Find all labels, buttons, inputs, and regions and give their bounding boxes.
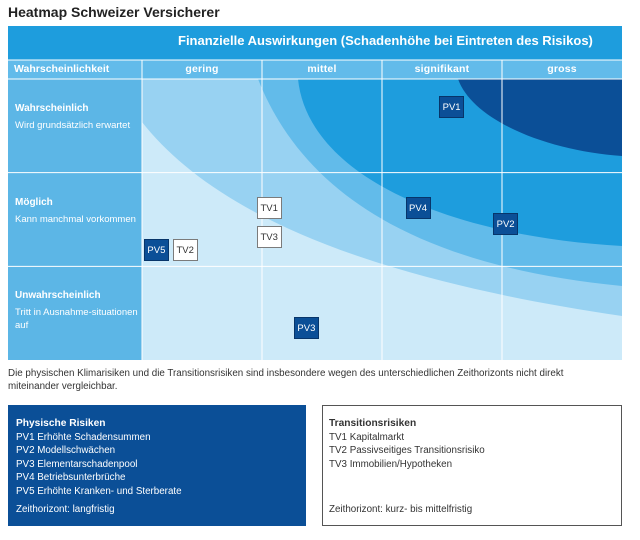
- legend-item: PV2 Modellschwächen: [16, 445, 116, 456]
- risk-marker-tv3: TV3: [256, 226, 282, 249]
- legend-title: Transitionsrisiken: [329, 418, 417, 429]
- legend-title: Physische Risiken: [16, 418, 106, 429]
- risk-marker-pv1: PV1: [439, 96, 465, 119]
- legend-item: PV1 Erhöhte Schadensummen: [16, 431, 151, 443]
- legend-transition-risks: Transitionsrisiken TV1 Kapitalmarkt TV2 …: [322, 405, 622, 526]
- row-title: Unwahrscheinlich: [15, 290, 101, 302]
- row-title: Wahrscheinlich: [15, 103, 89, 114]
- x-tick-label: mittel: [307, 63, 337, 75]
- legend-horizon: Zeithorizont: langfristig: [16, 503, 115, 515]
- x-tick-label: gering: [185, 63, 219, 75]
- heatmap-chart: Finanzielle Auswirkungen (Schadenhöhe be…: [8, 26, 622, 360]
- row-label-column: [8, 79, 142, 360]
- x-tick-label: signifikant: [414, 63, 470, 75]
- row-subtitle: Kann manchmal vorkommen: [15, 213, 136, 225]
- risk-marker-pv3: PV3: [293, 317, 319, 340]
- legend-physical-risks: Physische Risiken PV1 Erhöhte Schadensum…: [8, 405, 306, 526]
- risk-marker-pv2: PV2: [493, 213, 519, 236]
- y-tick-label: Wahrscheinlich Wird grundsätzlich erwart…: [15, 103, 143, 132]
- risk-marker-pv4: PV4: [405, 197, 431, 220]
- legend-item: TV1 Kapitalmarkt: [329, 431, 405, 443]
- row-subtitle: Wird grundsätzlich erwartet: [15, 120, 131, 131]
- row-title: Möglich: [15, 196, 53, 208]
- chart-note: Die physischen Klimarisiken und die Tran…: [8, 368, 564, 392]
- risk-marker-pv5: PV5: [143, 239, 169, 262]
- legend-horizon: Zeithorizont: kurz- bis mittelfristig: [329, 503, 473, 515]
- legend-item: PV4 Betriebsunterbrüche: [16, 472, 126, 483]
- y-tick-label: Unwahrscheinlich Tritt in Ausnahme-situa…: [15, 290, 143, 332]
- legend-item: PV5 Erhöhte Kranken- und Sterberate: [16, 485, 182, 497]
- heatmap-grid-lines: [8, 59, 622, 360]
- header-band: [8, 26, 622, 60]
- chart-title: Finanzielle Auswirkungen (Schadenhöhe be…: [178, 33, 593, 48]
- y-axis-label: Wahrscheinlichkeit: [14, 63, 110, 75]
- heatmap-svg: [8, 26, 622, 360]
- page-title: Heatmap Schweizer Versicherer: [8, 4, 220, 20]
- x-tick-label: gross: [547, 63, 577, 75]
- legend-item: TV3 Immobilien/Hypotheken: [329, 458, 453, 470]
- legend-item: PV3 Elementarschadenpool: [16, 458, 138, 470]
- risk-marker-tv2: TV2: [172, 239, 198, 262]
- legend-item: TV2 Passivseitiges Transitionsrisiko: [329, 445, 485, 456]
- heat-band-5: [458, 79, 622, 156]
- row-subtitle: Tritt in Ausnahme-situationen auf: [15, 307, 138, 332]
- risk-marker-tv1: TV1: [256, 197, 282, 220]
- axis-label-band: [8, 60, 622, 79]
- y-tick-label: Möglich Kann manchmal vorkommen: [15, 197, 143, 226]
